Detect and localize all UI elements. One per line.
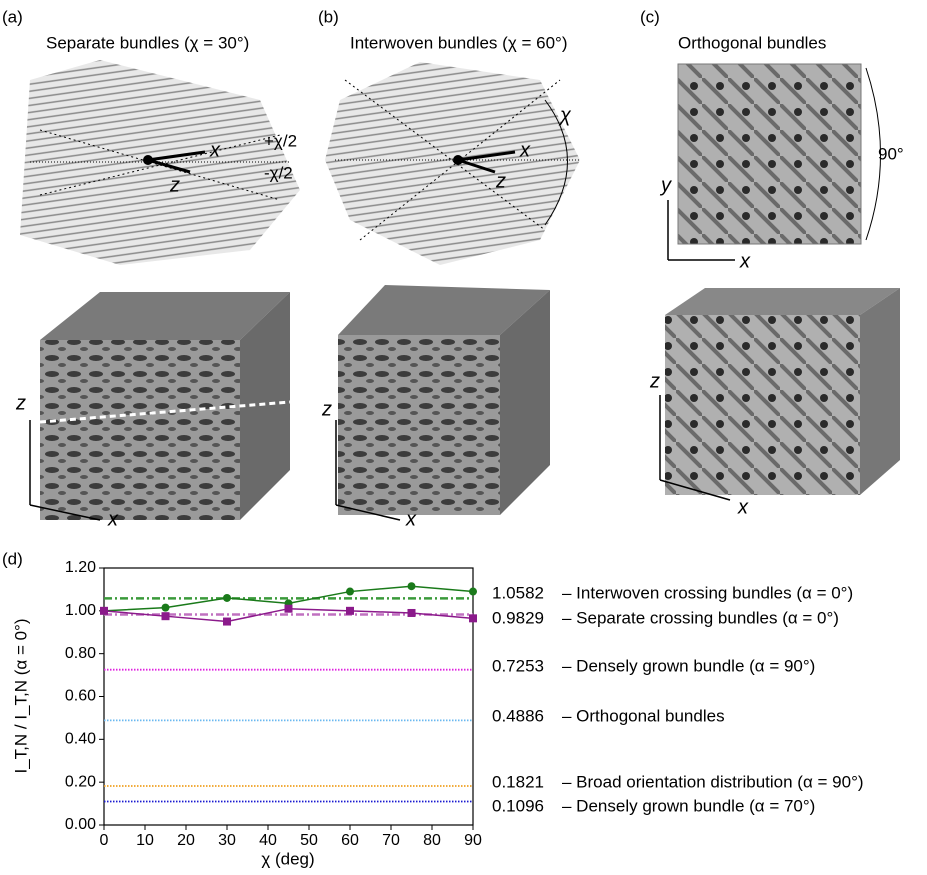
axis (335, 504, 401, 521)
arrow (147, 150, 206, 162)
cube-side (240, 292, 290, 520)
panel-label: (a) (2, 7, 23, 26)
reference-value: 1.0582 (492, 583, 544, 602)
marker (100, 606, 108, 615)
x-tick-label: 0 (100, 832, 109, 849)
x-tick-label: 20 (177, 832, 195, 849)
panel-title: Orthogonal bundles (678, 33, 826, 52)
reference-description: – Interwoven crossing bundles (α = 0°) (562, 583, 853, 602)
y-tick-label: 0.20 (65, 773, 96, 790)
axis-letter: x (737, 496, 749, 518)
reference-value: 0.1821 (492, 772, 544, 791)
marker (346, 587, 354, 596)
axis-letter: x (405, 508, 417, 530)
reference-description: – Orthogonal bundles (562, 706, 725, 725)
arrow (147, 158, 191, 174)
cube-front (665, 315, 860, 495)
render (677, 63, 862, 245)
marker (407, 608, 416, 617)
y-tick-label: 1.00 (65, 602, 96, 619)
reference-description: – Densely grown bundle (α = 90°) (562, 656, 815, 675)
guide (39, 134, 281, 196)
y-axis-label: I_T,N / I_T,N (α = 0°) (11, 618, 30, 773)
marker (161, 612, 170, 621)
marker (223, 593, 231, 602)
x-tick-label: 90 (464, 832, 482, 849)
render (325, 62, 580, 265)
y-tick-label: 0.00 (65, 816, 96, 833)
angle-arc (544, 99, 568, 226)
x-tick-label: 50 (300, 832, 318, 849)
marker (223, 617, 231, 626)
reference-description: – Densely grown bundle (α = 70°) (562, 796, 815, 815)
guide (39, 400, 291, 424)
axis-letter: y (659, 174, 672, 196)
x-tick-label: 10 (136, 832, 154, 849)
marker (284, 604, 293, 613)
reference-description: – Separate crossing bundles (α = 0°) (562, 608, 839, 627)
axis-letter: x (739, 250, 751, 272)
marker (469, 587, 477, 596)
cube-top (665, 288, 900, 315)
marker (407, 582, 416, 591)
axis-letter: z (321, 398, 332, 420)
axis-letter: x (209, 139, 221, 161)
cube-top (40, 292, 290, 340)
origin (453, 155, 463, 165)
reference-value: 0.1096 (492, 796, 544, 815)
y-tick-label: 0.40 (65, 731, 96, 748)
axis-letter: z (649, 370, 660, 392)
reference-value: 0.4886 (492, 706, 544, 725)
axis (659, 479, 731, 501)
cube-front (40, 340, 240, 520)
panel-label: (b) (318, 7, 339, 26)
panel-label: (c) (640, 7, 660, 26)
reference-value: 0.7253 (492, 656, 544, 675)
angle-arc (865, 67, 881, 241)
x-axis-label: χ (deg) (261, 849, 314, 868)
guide (39, 129, 281, 201)
angle-label: +χ/2 (264, 131, 297, 150)
cube-side (860, 288, 900, 495)
y-tick-label: 0.60 (65, 688, 96, 705)
arrow (457, 158, 496, 174)
x-tick-label: 40 (259, 832, 277, 849)
panel-title: Interwoven bundles (χ = 60°) (350, 33, 567, 52)
axis-letter: z (169, 174, 180, 196)
axis-letter: x (107, 508, 119, 530)
angle-label: -χ/2 (264, 163, 293, 182)
panel-title: Separate bundles (χ = 30°) (46, 33, 249, 52)
cube-top (338, 285, 550, 335)
x-tick-label: 60 (341, 832, 359, 849)
arrow (457, 150, 516, 162)
x-tick-label: 70 (382, 832, 400, 849)
y-tick-label: 0.80 (65, 645, 96, 662)
guide (344, 79, 546, 231)
panel-label: (d) (2, 549, 23, 568)
reference-description: – Broad orientation distribution (α = 90… (562, 772, 864, 791)
axis-letter: z (15, 392, 26, 414)
angle-label: 90° (878, 144, 904, 163)
marker (469, 614, 477, 623)
cube-side (500, 290, 550, 515)
y-tick-label: 1.20 (65, 559, 96, 576)
angle-label: χ (558, 104, 572, 126)
origin (143, 155, 153, 165)
marker (346, 606, 354, 615)
marker (161, 603, 170, 612)
x-tick-label: 30 (218, 832, 236, 849)
axis (29, 504, 101, 521)
reference-value: 0.9829 (492, 608, 544, 627)
x-tick-label: 80 (423, 832, 441, 849)
cube-front (338, 335, 500, 515)
axis-letter: z (495, 170, 506, 192)
axis-letter: x (519, 139, 531, 161)
